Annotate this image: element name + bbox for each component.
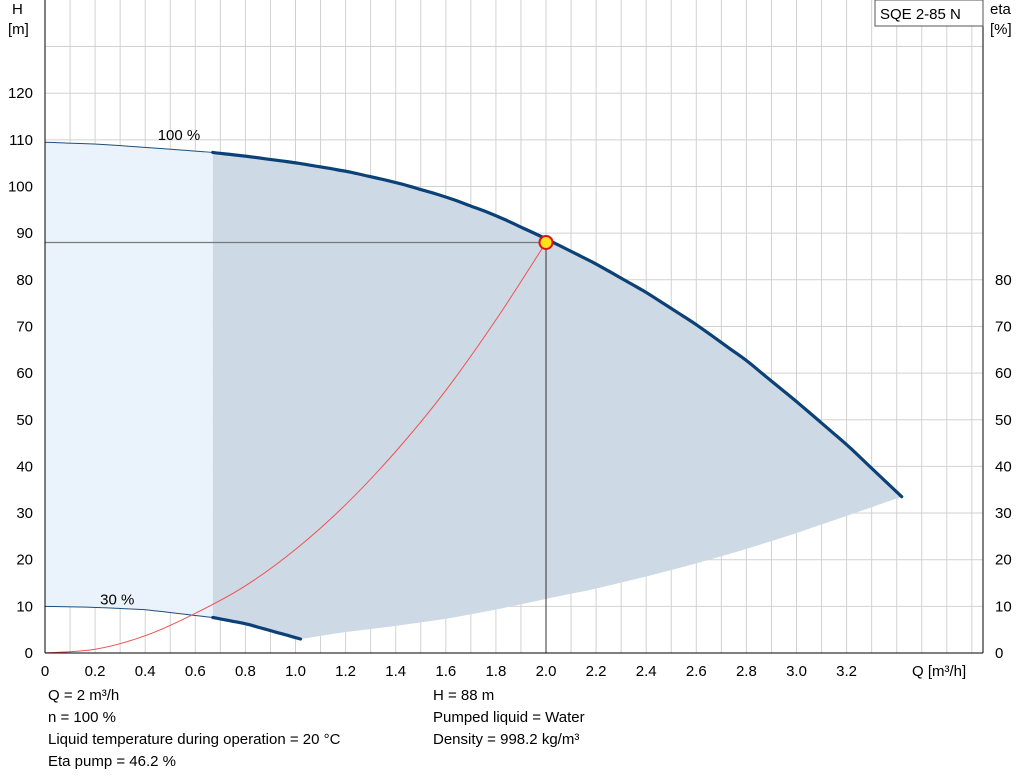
x-tick-label: 1.8	[485, 663, 506, 680]
system-curve	[44, 242, 547, 654]
y-left-tick-label: 50	[16, 412, 33, 429]
right-axis-label-line2: [%]	[990, 21, 1012, 38]
chart-title: SQE 2-85 N	[880, 6, 961, 23]
x-tick-label: 1.2	[335, 663, 356, 680]
pumped-liquid-readout: Pumped liquid = Water	[433, 709, 585, 726]
curve-100-percent-min-flow	[44, 141, 213, 153]
curve-label: 30 %	[100, 591, 134, 608]
left-axis-label-line2: [m]	[8, 21, 29, 38]
x-axis-label: Q [m³/h]	[912, 663, 966, 680]
min-flow-area	[45, 142, 213, 618]
y-right-tick-label: 70	[995, 318, 1012, 335]
curve-30-percent	[211, 615, 303, 641]
y-left-tick-label: 10	[16, 598, 33, 615]
x-tick-label: 2.6	[686, 663, 707, 680]
y-right-tick-label: 60	[995, 365, 1012, 382]
tick-labels: 0 0.2 0.4 0.6 0.8 1.0 1.2 1.4 1.6 1.8 2.0 2.2 2.4 2.6…	[8, 85, 1012, 680]
curve-100-percent	[211, 150, 904, 499]
y-right-tick-label: 50	[995, 412, 1012, 429]
x-tick-label: 0	[41, 663, 49, 680]
operating-areas	[45, 142, 902, 639]
x-tick-label: 0.8	[235, 663, 256, 680]
y-left-tick-label: 80	[16, 272, 33, 289]
y-left-tick-label: 90	[16, 225, 33, 242]
flow-readout: Q = 2 m³/h	[48, 687, 120, 704]
y-right-tick-label: 20	[995, 552, 1012, 569]
y-right-tick-label: 40	[995, 458, 1012, 475]
x-tick-label: 1.0	[285, 663, 306, 680]
liquid-temperature-readout: Liquid temperature during operation = 20…	[48, 731, 341, 748]
x-tick-label: 2.0	[536, 663, 557, 680]
speed-readout: n = 100 %	[48, 709, 116, 726]
y-right-tick-label: 30	[995, 505, 1012, 522]
y-left-tick-label: 100	[8, 179, 33, 196]
info-right: H = 88 m Pumped liquid = Water Density =…	[433, 685, 585, 751]
curve-label: 100 %	[158, 127, 201, 144]
y-left-tick-label: 120	[8, 85, 33, 102]
duty-point-marker	[538, 234, 554, 250]
y-left-tick-label: 30	[16, 505, 33, 522]
y-left-tick-label: 70	[16, 318, 33, 335]
curve-30-percent-min-flow	[44, 605, 213, 618]
operating-area	[212, 152, 902, 639]
y-right-tick-label: 80	[995, 272, 1012, 289]
x-tick-label: 2.2	[586, 663, 607, 680]
right-axis-label-line1: eta	[990, 1, 1012, 18]
curve-labels: 100 % 30 %	[100, 127, 200, 608]
y-left-tick-label: 60	[16, 365, 33, 382]
y-left-tick-label: 110	[9, 132, 33, 149]
y-right-tick-label: 0	[995, 645, 1003, 662]
axes	[44, 0, 984, 654]
y-left-tick-label: 20	[16, 552, 33, 569]
x-tick-label: 0.2	[85, 663, 106, 680]
info-left: Q = 2 m³/h n = 100 % Liquid temperature …	[48, 685, 340, 773]
curves	[44, 141, 904, 654]
x-tick-label: 3.2	[836, 663, 857, 680]
title-box	[874, 0, 984, 27]
head-readout: H = 88 m	[433, 687, 495, 704]
density-readout: Density = 998.2 kg/m³	[433, 731, 580, 748]
y-left-tick-label: 40	[16, 458, 33, 475]
left-axis-label-line1: H	[12, 1, 23, 18]
y-left-tick-label: 0	[25, 645, 33, 662]
pump-efficiency-readout: Eta pump = 46.2 %	[48, 753, 176, 770]
x-tick-label: 1.4	[385, 663, 406, 680]
x-tick-label: 0.4	[135, 663, 156, 680]
x-tick-label: 0.6	[185, 663, 206, 680]
x-tick-label: 2.8	[736, 663, 757, 680]
x-tick-label: 1.6	[435, 663, 456, 680]
y-right-tick-label: 10	[995, 598, 1012, 615]
x-tick-label: 3.0	[786, 663, 807, 680]
x-tick-label: 2.4	[636, 663, 657, 680]
